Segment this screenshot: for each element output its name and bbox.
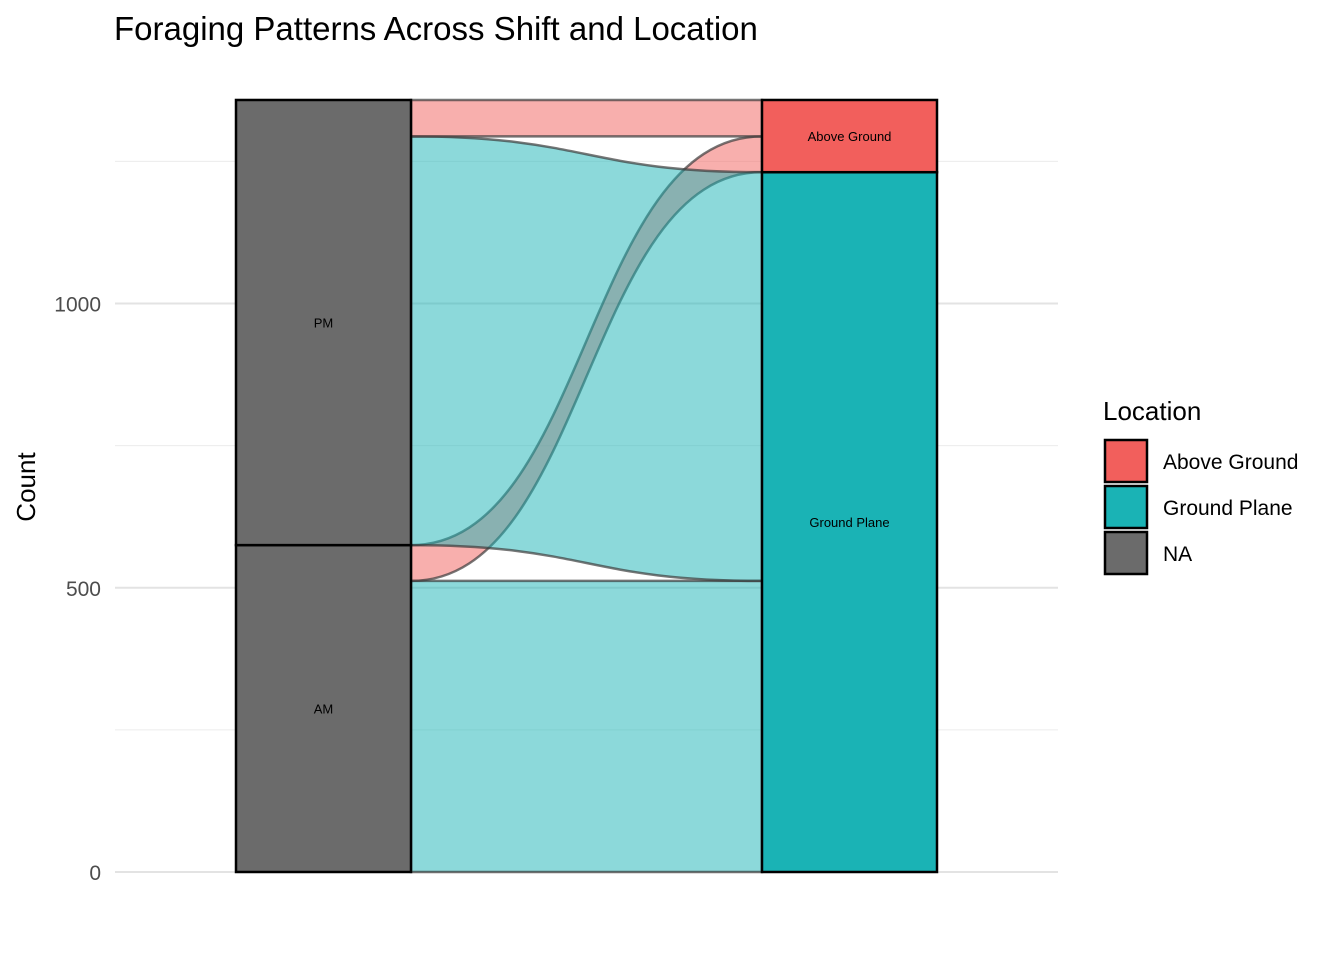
legend-swatch-above-ground bbox=[1103, 438, 1149, 484]
legend: Location Above Ground Ground Plane NA bbox=[1103, 396, 1298, 576]
legend-title: Location bbox=[1103, 396, 1201, 426]
y-tick-label: 500 bbox=[66, 578, 101, 601]
legend-swatch-ground-plane bbox=[1103, 484, 1149, 530]
y-tick-label: 0 bbox=[89, 862, 101, 885]
stratum-ground-plane bbox=[760, 170, 939, 874]
y-tick-label: 1000 bbox=[54, 294, 101, 317]
flow-pm-to-ground-plane bbox=[409, 135, 764, 583]
legend-swatch-na bbox=[1103, 530, 1149, 576]
legend-label-ground-plane: Ground Plane bbox=[1163, 497, 1293, 520]
stratum-label-am: AM bbox=[314, 702, 334, 717]
flow-am-to-ground-plane bbox=[409, 579, 764, 874]
stratum-above-ground bbox=[760, 98, 939, 174]
y-axis-ticks: 0 500 1000 bbox=[54, 294, 101, 886]
stratum-label-ground-plane: Ground Plane bbox=[809, 515, 889, 530]
strata: AM PM Ground Plane Above Ground bbox=[234, 98, 939, 874]
flow-pm-to-above-ground bbox=[409, 98, 764, 138]
flows bbox=[409, 98, 764, 874]
legend-label-above-ground: Above Ground bbox=[1163, 451, 1298, 474]
stratum-label-above-ground: Above Ground bbox=[808, 129, 892, 144]
stratum-pm bbox=[234, 98, 413, 547]
legend-label-na: NA bbox=[1163, 543, 1192, 566]
chart-title: Foraging Patterns Across Shift and Locat… bbox=[114, 10, 758, 47]
y-axis-label: Count bbox=[11, 452, 41, 522]
stratum-label-pm: PM bbox=[314, 316, 334, 331]
